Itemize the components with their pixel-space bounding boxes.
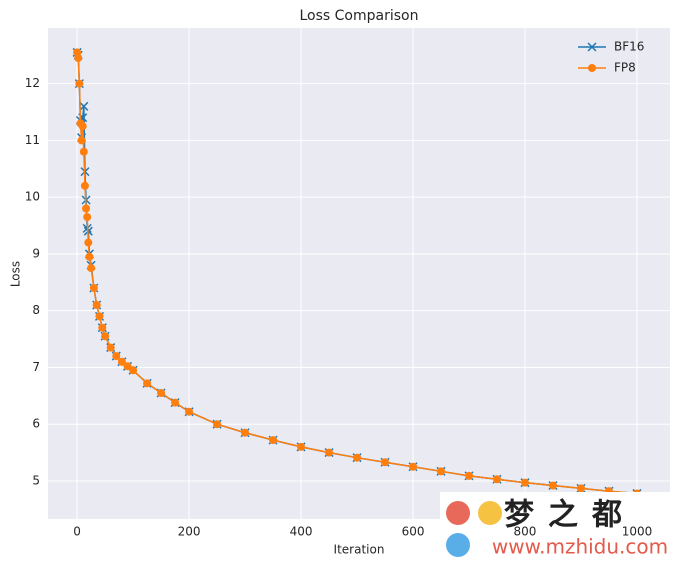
- marker: [520, 478, 529, 487]
- marker: [82, 204, 91, 213]
- marker: [325, 448, 334, 457]
- watermark-bg: [440, 492, 680, 564]
- x-tick-label: 400: [290, 525, 313, 539]
- marker: [493, 475, 502, 484]
- marker: [89, 283, 98, 292]
- marker: [75, 79, 84, 88]
- marker: [78, 122, 87, 131]
- marker: [576, 484, 585, 493]
- marker: [409, 462, 418, 471]
- legend-label: BF16: [614, 40, 644, 54]
- marker: [106, 343, 115, 352]
- marker: [79, 147, 88, 156]
- marker: [79, 101, 89, 111]
- marker: [213, 420, 222, 429]
- marker: [241, 428, 250, 437]
- y-tick-label: 7: [32, 360, 40, 374]
- marker: [269, 436, 278, 445]
- x-tick-label: 600: [402, 525, 425, 539]
- marker: [123, 362, 132, 371]
- y-tick-label: 6: [32, 417, 40, 431]
- marker: [353, 453, 362, 462]
- x-tick-label: 0: [73, 525, 81, 539]
- y-tick-label: 5: [32, 473, 40, 487]
- marker: [143, 379, 152, 388]
- marker: [171, 398, 180, 407]
- marker: [101, 332, 110, 341]
- marker: [129, 366, 138, 375]
- marker: [95, 312, 104, 321]
- marker: [381, 458, 390, 467]
- watermark-icon: [446, 533, 470, 557]
- marker: [437, 467, 446, 476]
- marker: [92, 301, 101, 310]
- marker: [297, 442, 306, 451]
- marker: [98, 323, 107, 332]
- watermark-icon: [446, 501, 470, 525]
- marker: [77, 136, 86, 145]
- marker: [465, 471, 474, 480]
- y-tick-label: 8: [32, 303, 40, 317]
- watermark-icon: [478, 501, 502, 525]
- watermark: 梦之都 www.mzhidu.com: [440, 492, 680, 564]
- plot-area: [48, 28, 670, 519]
- marker: [83, 213, 92, 222]
- marker: [117, 357, 126, 366]
- y-tick-label: 9: [32, 246, 40, 260]
- watermark-name: 梦之都: [504, 498, 636, 533]
- x-tick-label: 200: [178, 525, 201, 539]
- marker: [84, 238, 93, 247]
- marker: [74, 54, 83, 63]
- marker: [80, 181, 89, 190]
- marker: [587, 42, 597, 52]
- x-axis-label: Iteration: [334, 543, 385, 557]
- marker: [548, 481, 557, 490]
- chart-title: Loss Comparison: [300, 8, 419, 24]
- watermark-url: www.mzhidu.com: [492, 535, 668, 559]
- y-tick-label: 11: [25, 133, 40, 147]
- y-tick-label: 10: [25, 190, 40, 204]
- marker: [185, 407, 194, 416]
- x-tick-label: 1000: [622, 525, 653, 539]
- x-tick-label: 800: [514, 525, 537, 539]
- y-tick-label: 12: [25, 76, 40, 90]
- marker: [85, 252, 94, 261]
- marker: [157, 388, 166, 397]
- marker: [87, 264, 96, 273]
- legend-label: FP8: [614, 61, 636, 75]
- y-axis-label: Loss: [9, 261, 23, 287]
- marker: [588, 64, 596, 72]
- marker: [112, 352, 121, 361]
